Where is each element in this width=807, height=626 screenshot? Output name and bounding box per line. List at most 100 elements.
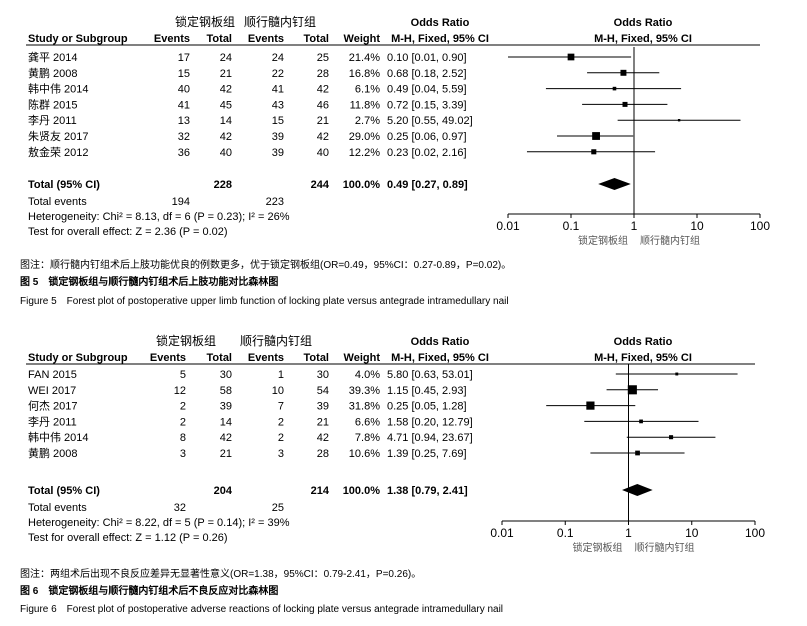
weight-value: 39.3% bbox=[349, 385, 380, 397]
events1-header: Events bbox=[150, 352, 186, 364]
total-label: Total (95% CI) bbox=[28, 485, 100, 497]
events2-header: Events bbox=[248, 352, 284, 364]
total2-value: 42 bbox=[317, 432, 329, 444]
events2-header: Events bbox=[248, 33, 284, 45]
study-name: 龚平 2014 bbox=[28, 50, 78, 64]
heterogeneity-text: Heterogeneity: Chi² = 8.22, df = 5 (P = … bbox=[28, 517, 290, 529]
events1-value: 40 bbox=[178, 84, 190, 96]
or-ci-value: 0.25 [0.06, 0.97] bbox=[387, 131, 467, 143]
x-tick-label: 0.01 bbox=[490, 526, 514, 540]
total2-value: 42 bbox=[317, 131, 329, 143]
events2-value: 43 bbox=[272, 99, 284, 111]
or-ci-value: 0.49 [0.04, 5.59] bbox=[387, 84, 467, 96]
total-events-label: Total events bbox=[28, 196, 87, 208]
summary-diamond bbox=[622, 484, 653, 496]
events2-value: 41 bbox=[272, 84, 284, 96]
x-tick-label: 0.01 bbox=[496, 219, 520, 233]
weight-value: 4.0% bbox=[355, 369, 380, 381]
weight-value: 7.8% bbox=[355, 432, 380, 444]
study-header: Study or Subgroup bbox=[28, 352, 128, 364]
events1-value: 2 bbox=[180, 401, 186, 413]
events1-value: 8 bbox=[180, 432, 186, 444]
study-name: 敖金荣 2012 bbox=[28, 145, 89, 159]
or-ci-value: 0.25 [0.05, 1.28] bbox=[387, 401, 467, 413]
study-name: 黄鹏 2008 bbox=[28, 66, 78, 80]
weight-value: 6.1% bbox=[355, 84, 380, 96]
or-ci-value: 4.71 [0.94, 23.67] bbox=[387, 432, 473, 444]
events2-value: 15 bbox=[272, 115, 284, 127]
or-ci-value: 0.23 [0.02, 2.16] bbox=[387, 147, 467, 159]
or-ci-value: 5.80 [0.63, 53.01] bbox=[387, 369, 473, 381]
total-weight: 100.0% bbox=[343, 179, 381, 191]
total2-value: 21 bbox=[317, 115, 329, 127]
events1-value: 3 bbox=[180, 448, 186, 460]
study-marker bbox=[591, 149, 597, 155]
fig6-caption: 图注：两组术后出现不良反应差异无显著性意义(OR=1.38，95%CI：0.79… bbox=[20, 567, 421, 580]
fig6-title-en: Figure 6 Forest plot of postoperative ad… bbox=[20, 604, 503, 615]
total2-value: 25 bbox=[317, 52, 329, 64]
or-ci-value: 0.72 [0.15, 3.39] bbox=[387, 99, 467, 111]
study-marker bbox=[639, 419, 643, 424]
fig6-title-cn: 图 6 锁定钢板组与顺行髓内钉组术后不良反应对比森林图 bbox=[20, 584, 278, 597]
x-tick-label: 10 bbox=[685, 526, 699, 540]
weight-value: 10.6% bbox=[349, 448, 380, 460]
events2-value: 10 bbox=[272, 385, 284, 397]
total2-sum: 244 bbox=[311, 179, 330, 191]
x-tick-label: 100 bbox=[745, 526, 765, 540]
x-tick-label: 100 bbox=[750, 219, 770, 233]
study-name: 韩中伟 2014 bbox=[28, 82, 89, 96]
events1-value: 2 bbox=[180, 416, 186, 428]
or-ci-value: 5.20 [0.55, 49.02] bbox=[387, 115, 473, 127]
study-name: 朱贤友 2017 bbox=[28, 129, 89, 143]
or-ci-value: 1.58 [0.20, 12.79] bbox=[387, 416, 473, 428]
events1-value: 12 bbox=[174, 385, 186, 397]
total2-value: 42 bbox=[317, 84, 329, 96]
events2-value: 7 bbox=[278, 401, 284, 413]
or-ci-value: 0.10 [0.01, 0.90] bbox=[387, 52, 467, 64]
study-marker bbox=[592, 132, 600, 140]
total-label: Total (95% CI) bbox=[28, 179, 100, 191]
study-marker bbox=[586, 401, 595, 410]
x-tick-label: 1 bbox=[625, 526, 632, 540]
study-name: 李丹 2011 bbox=[28, 113, 77, 127]
x-tick-label: 10 bbox=[690, 219, 704, 233]
odds-ratio-header: Odds Ratio bbox=[411, 336, 470, 348]
axis-right-label: 顺行髓内钉组 bbox=[635, 541, 695, 554]
events1-header: Events bbox=[154, 33, 190, 45]
or-ci-value: 1.39 [0.25, 7.69] bbox=[387, 448, 467, 460]
events1-value: 5 bbox=[180, 369, 186, 381]
study-marker bbox=[612, 86, 617, 91]
study-header: Study or Subgroup bbox=[28, 33, 128, 45]
study-marker bbox=[622, 101, 628, 107]
total2-value: 21 bbox=[317, 416, 329, 428]
total-or-ci: 1.38 [0.79, 2.41] bbox=[387, 485, 468, 497]
or-method-header: M-H, Fixed, 95% CI bbox=[391, 33, 489, 45]
study-name: 李丹 2011 bbox=[28, 414, 77, 428]
study-name: 何杰 2017 bbox=[28, 400, 78, 413]
total2-header: Total bbox=[304, 33, 329, 45]
fig5-title-en: Figure 5 Forest plot of postoperative up… bbox=[20, 296, 509, 307]
weight-header: Weight bbox=[344, 33, 381, 45]
total2-value: 40 bbox=[317, 147, 329, 159]
total2-value: 28 bbox=[317, 448, 329, 460]
total1-value: 14 bbox=[220, 416, 232, 428]
total-or-ci: 0.49 [0.27, 0.89] bbox=[387, 179, 468, 191]
events1-value: 32 bbox=[178, 131, 190, 143]
study-marker bbox=[635, 450, 640, 456]
events1-value: 15 bbox=[178, 68, 190, 80]
events2-value: 2 bbox=[278, 416, 284, 428]
total1-value: 42 bbox=[220, 84, 232, 96]
total1-value: 40 bbox=[220, 147, 232, 159]
overall-effect-text: Test for overall effect: Z = 1.12 (P = 0… bbox=[28, 532, 228, 544]
total1-value: 39 bbox=[220, 401, 232, 413]
total1-value: 30 bbox=[220, 369, 232, 381]
events2-value: 1 bbox=[278, 369, 284, 381]
x-tick-label: 0.1 bbox=[563, 219, 580, 233]
study-marker bbox=[675, 372, 679, 376]
study-name: WEI 2017 bbox=[28, 385, 76, 397]
study-marker bbox=[627, 385, 637, 395]
study-marker bbox=[567, 53, 575, 61]
events1-value: 36 bbox=[178, 147, 190, 159]
group1-header: 锁定钢板组 bbox=[156, 333, 216, 348]
